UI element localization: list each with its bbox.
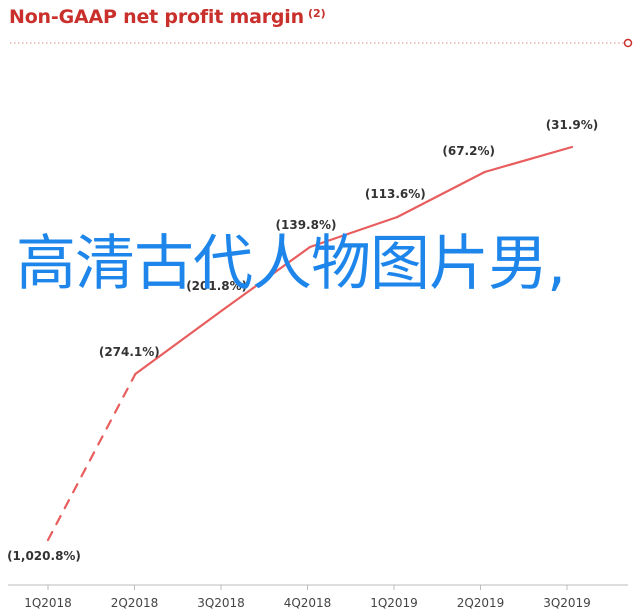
x-tick-label: 2Q2019: [457, 596, 505, 610]
title-footnote: (2): [307, 7, 326, 20]
series-segment: [221, 245, 312, 312]
series-segment: [483, 145, 574, 174]
data-label: (67.2%): [442, 144, 495, 158]
chart-title: Non-GAAP net profit margin: [9, 6, 304, 28]
chart-title-row: Non-GAAP net profit margin (2): [9, 6, 326, 28]
x-tick-label: 3Q2018: [197, 596, 245, 610]
separator-end-marker: [623, 38, 633, 48]
x-tick-label: 1Q2019: [370, 596, 418, 610]
series-segment: [308, 215, 399, 249]
series-segment: [396, 170, 486, 219]
data-label: (139.8%): [276, 218, 337, 232]
watermark-overlay-text: 高清古代人物图片男,: [16, 229, 566, 299]
data-label: (1,020.8%): [7, 549, 81, 563]
data-label: (31.9%): [546, 118, 599, 132]
x-tick-label: 2Q2018: [111, 596, 159, 610]
data-label: (274.1%): [99, 345, 160, 359]
x-tick-label: 3Q2019: [543, 596, 591, 610]
series-segment: [46, 372, 137, 542]
data-label: (113.6%): [365, 187, 426, 201]
data-label: (201.8%): [186, 279, 247, 293]
series-segment: [134, 308, 224, 376]
x-tick-label: 4Q2018: [284, 596, 332, 610]
x-tick-label: 1Q2018: [24, 596, 72, 610]
